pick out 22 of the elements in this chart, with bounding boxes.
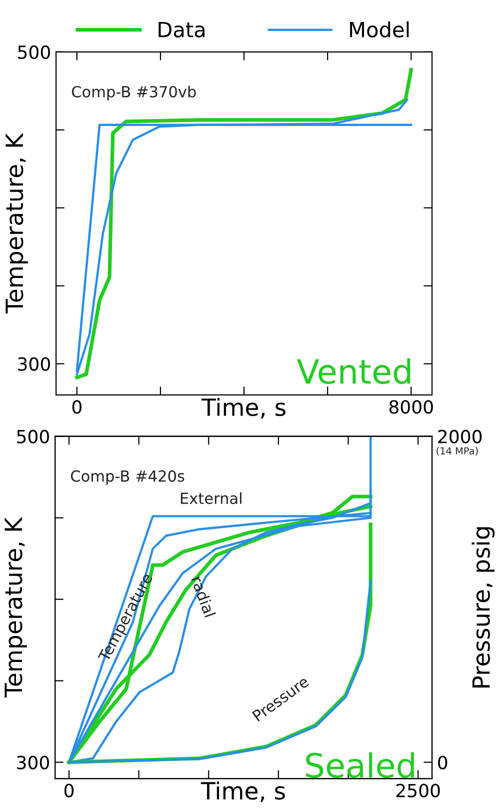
annotation: Comp-B #370vb bbox=[72, 86, 196, 100]
annotation: radial bbox=[190, 576, 216, 618]
annotation: Sealed bbox=[306, 752, 414, 778]
x-tick-label: 8000 bbox=[389, 400, 433, 414]
y-tick-label: 300 bbox=[17, 756, 49, 770]
x-axis-title: Time, s bbox=[201, 398, 286, 419]
legend-label: Data bbox=[158, 22, 204, 38]
text: (14 MPa) bbox=[436, 447, 478, 456]
y-tick-label: 500 bbox=[17, 430, 49, 444]
y-axis-title: Temperature, K bbox=[6, 132, 28, 314]
y2-tick-label: 2000 bbox=[438, 430, 482, 444]
y-tick-label: 500 bbox=[18, 45, 50, 60]
x-axis-title: Time, s bbox=[200, 781, 285, 802]
y2-tick-label: 0 bbox=[438, 756, 448, 770]
legend-label: Model bbox=[350, 21, 409, 38]
y-tick-label: 300 bbox=[18, 357, 50, 371]
x-tick-label: 2500 bbox=[396, 784, 440, 798]
y2-axis-title: Pressure, psig bbox=[472, 527, 495, 688]
y-axis-title: Temperature, K bbox=[4, 516, 27, 698]
annotation: Comp-B #420s bbox=[70, 470, 184, 485]
annotation: Vented bbox=[296, 358, 410, 384]
annotation: External bbox=[180, 492, 242, 504]
